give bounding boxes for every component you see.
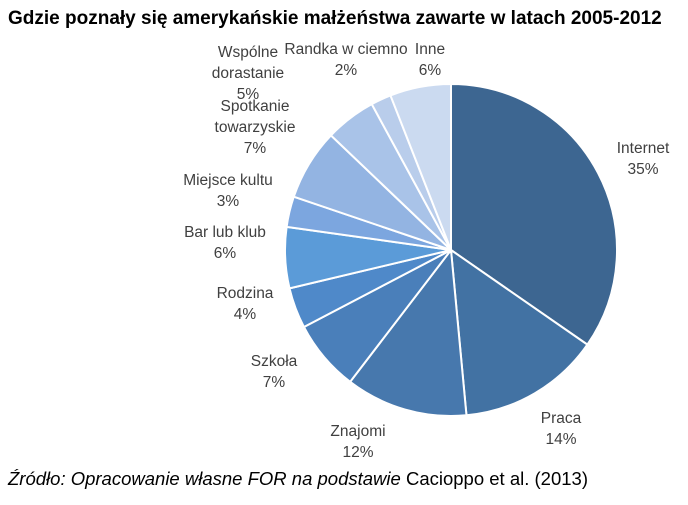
source-italic: Źródło: Opracowanie własne FOR na podsta… bbox=[8, 468, 401, 489]
chart-title: Gdzie poznały się amerykańskie małżeństw… bbox=[8, 8, 662, 29]
slice-label-internet: Internet 35% bbox=[617, 140, 670, 178]
source-note: Źródło: Opracowanie własne FOR na podsta… bbox=[8, 468, 588, 490]
pie-slice-internet bbox=[450, 83, 618, 346]
source-plain: Cacioppo et al. (2013) bbox=[400, 468, 588, 489]
slice-label-inne: Inne 6% bbox=[415, 41, 445, 79]
pie-slice-znajomi bbox=[349, 249, 468, 417]
slice-label-rodzina: Rodzina 4% bbox=[217, 285, 274, 323]
slice-label-szkoła: Szkoła 7% bbox=[251, 353, 298, 391]
pie-slice-inne bbox=[389, 83, 452, 251]
slice-label-spotkanie-towarzyskie: Spotkanie towarzyskie 7% bbox=[215, 98, 296, 157]
pie-chart: Internet 35% Praca 14% Znajomi 12% Szkoła 7% Rod… bbox=[183, 41, 670, 461]
slice-label-randka-w-ciemno: Randka w ciemno 2% bbox=[284, 41, 407, 79]
pie-slice-praca bbox=[450, 249, 589, 417]
slice-label-wspólne-dorastanie: Wspólne dorastanie 5% bbox=[212, 44, 284, 103]
slice-label-znajomi: Znajomi 12% bbox=[330, 423, 385, 461]
slice-label-praca: Praca 14% bbox=[541, 410, 582, 448]
slice-label-bar-lub-klub: Bar lub klub 6% bbox=[184, 224, 266, 262]
slice-label-miejsce-kultu: Miejsce kultu 3% bbox=[183, 172, 273, 210]
